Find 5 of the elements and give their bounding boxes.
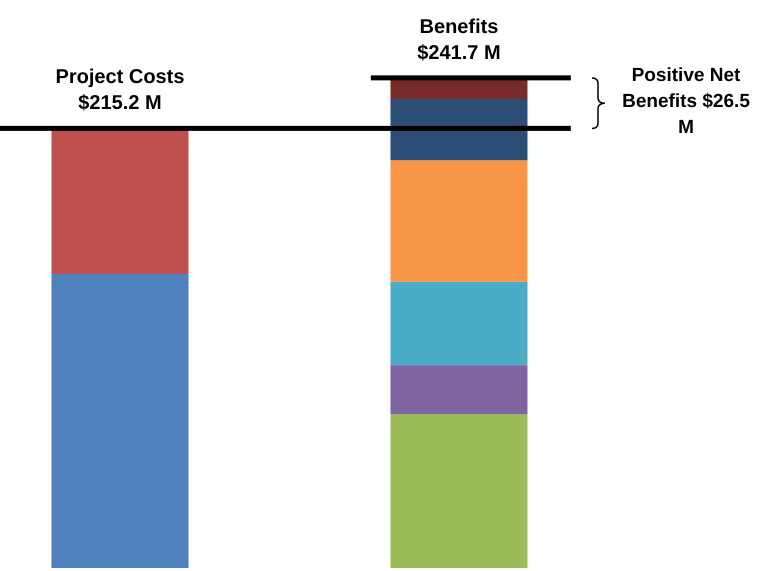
annotation: Positive Net Benefits $26.5 M bbox=[622, 64, 750, 140]
x-tick-label: Project Costs bbox=[54, 65, 186, 90]
annotation: $215.2 M bbox=[77, 91, 163, 116]
x-tick-label: Benefits bbox=[418, 14, 500, 40]
annotation: $241.7 M bbox=[416, 40, 502, 66]
